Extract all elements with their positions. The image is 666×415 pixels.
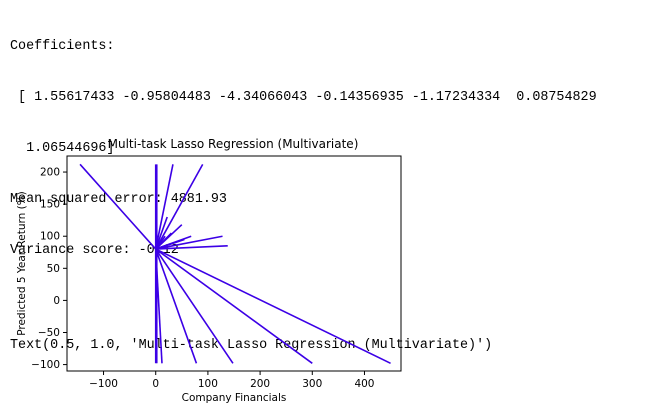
regression-segment-6 [155, 248, 313, 364]
y-axis-ticks: −100 −50 0 50 100 150 200 [31, 167, 67, 371]
x-tick-label: 400 [354, 378, 374, 390]
y-tick-label: 200 [40, 167, 60, 179]
regression-segment-5 [155, 248, 391, 365]
plot-lines [79, 163, 391, 365]
y-tick-label: 0 [53, 295, 60, 307]
x-axis-label: Company Financials [182, 392, 287, 404]
x-tick-label: 100 [198, 378, 218, 390]
regression-segment-18 [155, 235, 166, 250]
coefficients-header: Coefficients: [10, 39, 115, 54]
regression-segment-7 [155, 248, 234, 364]
coefficients-values-line-2: 1.06544696] [10, 141, 115, 156]
regression-segment-15 [155, 245, 228, 250]
regression-segment-9 [154, 249, 163, 364]
x-tick-label: 0 [152, 378, 159, 390]
text-object-repr: Text(0.5, 1.0, 'Multi-task Lasso Regress… [10, 338, 493, 353]
y-tick-label: 150 [40, 199, 60, 211]
x-tick-label: −100 [89, 378, 118, 390]
regression-chart: Multi-task Lasso Regression (Multivariat… [16, 137, 402, 404]
x-axis-ticks: −100 0 100 200 300 400 [89, 371, 374, 390]
regression-segment-10 [154, 216, 168, 250]
plot-frame [66, 155, 402, 372]
regression-segment-4 [155, 163, 204, 250]
regression-segment-0 [79, 163, 157, 250]
y-tick-label: −50 [38, 327, 60, 339]
coefficients-values-line-1: [ 1.55617433 -0.95804483 -4.34066043 -0.… [10, 90, 597, 105]
regression-segment-3 [154, 164, 174, 250]
regression-segment-8 [154, 248, 198, 364]
y-tick-label: 50 [47, 263, 60, 275]
y-tick-label: 100 [40, 231, 60, 243]
regression-segment-14 [155, 235, 223, 250]
mean-squared-error: Mean squared error: 4881.93 [10, 192, 227, 207]
x-tick-label: 200 [250, 378, 270, 390]
x-tick-label: 300 [302, 378, 322, 390]
y-axis-label: Predicted 5 Year Return (%) [16, 191, 28, 336]
chart-title: Multi-task Lasso Regression (Multivariat… [108, 137, 359, 151]
regression-segment-17 [155, 238, 185, 250]
y-tick-label: −100 [31, 359, 60, 371]
